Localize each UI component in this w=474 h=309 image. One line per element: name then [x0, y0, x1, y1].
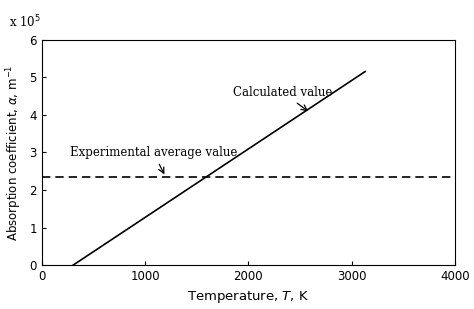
- Text: x 10$^5$: x 10$^5$: [9, 14, 41, 31]
- X-axis label: Temperature, $T$, K: Temperature, $T$, K: [187, 289, 310, 305]
- Y-axis label: Absorption coefficient, $\alpha$, m$^{-1}$: Absorption coefficient, $\alpha$, m$^{-1…: [4, 64, 24, 241]
- Text: Calculated value: Calculated value: [233, 86, 332, 111]
- Text: Experimental average value: Experimental average value: [70, 146, 237, 173]
